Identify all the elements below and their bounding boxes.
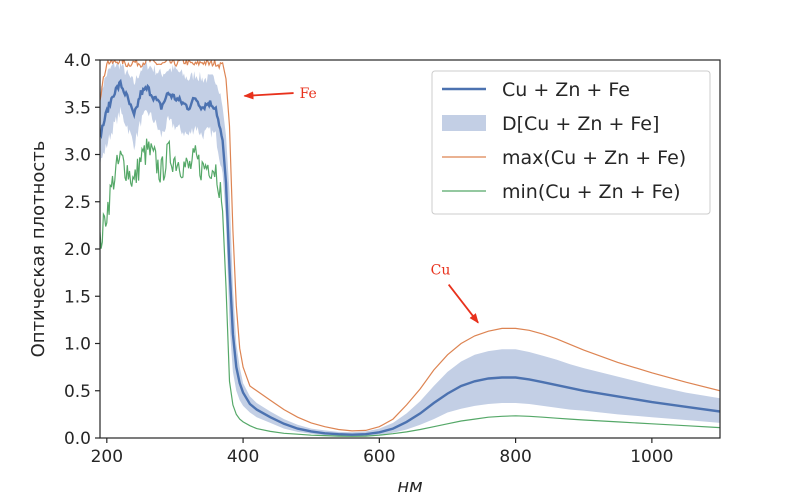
y-tick-label: 1.5 [64, 287, 91, 307]
y-axis-label: Оптическая плотность [28, 141, 49, 358]
legend-label: min(Cu + Zn + Fe) [502, 181, 681, 203]
legend-label: Cu + Zn + Fe [502, 79, 630, 101]
y-tick-label: 2.5 [64, 193, 91, 213]
series-max-line [100, 60, 720, 432]
x-tick-label: 200 [91, 447, 123, 467]
y-tick-label: 3.0 [64, 146, 91, 166]
legend-label: max(Cu + Zn + Fe) [502, 147, 686, 169]
legend-label: D[Cu + Zn + Fe] [502, 113, 659, 135]
y-tick-label: 3.5 [64, 98, 91, 118]
y-tick-label: 1.0 [64, 335, 91, 355]
annotations: Fe Cu [243, 86, 479, 324]
legend-box [431, 70, 711, 215]
series-band-area [100, 61, 720, 437]
y-tick-label: 0.0 [64, 429, 91, 449]
annotation-label: Cu [431, 263, 451, 279]
annotation-label: Fe [300, 86, 317, 102]
x-axis-label: нм [397, 476, 422, 497]
legend-swatch [442, 115, 486, 131]
axes: 200 400 600 800 1000 0.0 0.5 1.0 1.5 2.0 2.5 3.0 3.5… [64, 51, 721, 467]
x-tick-label: 600 [363, 447, 395, 467]
legend: Cu + Zn + Fe D[Cu + Zn + Fe] max(Cu + Zn +… [431, 70, 711, 215]
y-tick-label: 2.0 [64, 240, 91, 260]
x-tick-label: 1000 [630, 447, 673, 467]
annotation-arrow [243, 91, 294, 100]
series-mean-line [100, 78, 720, 436]
plot-area [100, 60, 720, 437]
y-tick-label: 0.5 [64, 382, 91, 402]
x-tick-label: 800 [499, 447, 531, 467]
series-min-line [100, 138, 720, 437]
y-tick-label: 4.0 [64, 51, 91, 71]
annotation-arrow [447, 283, 479, 324]
x-tick-label: 400 [227, 447, 259, 467]
